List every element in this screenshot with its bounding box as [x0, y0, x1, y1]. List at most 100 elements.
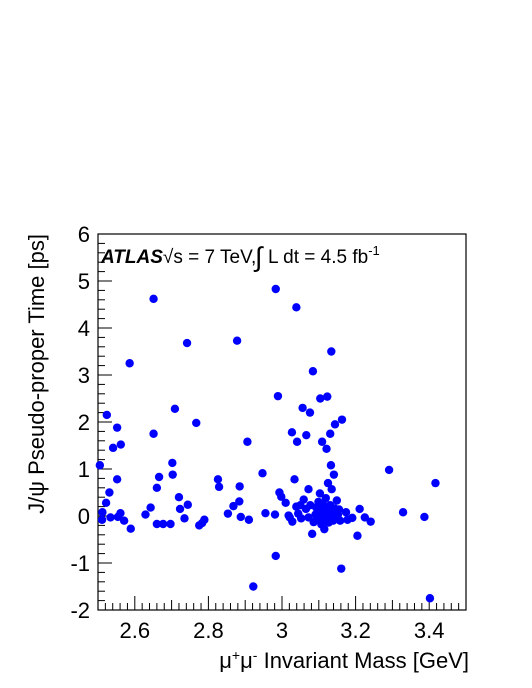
data-point [348, 513, 357, 523]
data-point [105, 488, 114, 497]
data-point [146, 503, 155, 512]
data-point [258, 469, 267, 478]
lumi-prefix: L dt = 4.5 fb [268, 247, 368, 268]
y-tick-label: 6 [78, 222, 90, 247]
experiment-label: ATLAS [100, 247, 163, 268]
data-point [281, 498, 290, 508]
data-point [355, 504, 364, 514]
data-point [102, 410, 112, 420]
data-point [307, 529, 317, 539]
data-point [292, 437, 302, 446]
data-point [337, 415, 347, 424]
data-point [271, 551, 280, 561]
data-point [304, 485, 313, 494]
data-point [170, 404, 180, 414]
data-point [125, 359, 134, 368]
data-point [182, 338, 192, 348]
data-point [149, 429, 158, 438]
data-point [95, 461, 105, 470]
data-point [108, 443, 118, 453]
data-point [329, 470, 339, 479]
data-point [243, 437, 252, 446]
data-point [232, 336, 242, 345]
luminosity-label: L dt = 4.5 fb-1 [268, 243, 380, 268]
data-point [244, 515, 254, 524]
data-point [277, 492, 286, 501]
data-point [321, 493, 330, 503]
data-point [287, 428, 297, 437]
data-point [168, 458, 177, 468]
data-point [249, 582, 258, 591]
data-point [327, 347, 336, 356]
y-axis-title: J/ψ Pseudo-proper Time [ps] [24, 234, 49, 514]
data-point [261, 508, 270, 518]
data-point [326, 461, 336, 470]
data-point [141, 510, 150, 519]
data-point [425, 594, 435, 603]
data-point [326, 429, 335, 438]
data-point [420, 512, 429, 522]
y-axis-tick-labels: -2 -1 0 1 2 3 4 5 6 [70, 222, 90, 623]
data-point [330, 420, 340, 429]
data-point [296, 514, 306, 523]
data-point [302, 430, 311, 440]
data-point [332, 496, 342, 505]
data-point [398, 508, 408, 517]
data-point [214, 482, 224, 492]
data-point [284, 511, 293, 520]
data-point [168, 470, 177, 479]
data-point [158, 519, 168, 529]
data-point [327, 485, 336, 494]
data-point [235, 497, 244, 506]
data-point [322, 444, 331, 453]
x-axis-tick-labels: 2.6 2.8 3 3.2 3.4 [120, 618, 445, 643]
data-points [95, 284, 440, 603]
data-point [174, 493, 184, 502]
data-point [323, 478, 333, 488]
data-point [149, 294, 158, 304]
data-point [317, 437, 327, 446]
data-point [323, 392, 332, 401]
data-point [229, 501, 238, 511]
data-point [337, 564, 346, 573]
integral-sign: ∫ [253, 242, 264, 272]
annotation: ATLAS√s = 7 TeV, [100, 247, 256, 268]
data-point [320, 524, 329, 534]
data-point [223, 509, 233, 518]
data-point [112, 475, 122, 484]
data-point [98, 508, 107, 517]
data-point [305, 408, 315, 417]
y-axis-ticks [98, 233, 112, 611]
data-point [316, 394, 325, 403]
data-point [271, 284, 280, 294]
data-point [183, 500, 192, 509]
data-point [101, 498, 111, 508]
data-point [298, 403, 307, 413]
data-point [431, 478, 440, 488]
y-tick-label: -2 [70, 598, 90, 623]
y-tick-label: 4 [78, 316, 90, 341]
x-axis-title: μ+μ- Invariant Mass [GeV] [219, 647, 469, 673]
y-tick-label: -1 [70, 551, 90, 576]
y-tick-label: 0 [78, 504, 90, 529]
data-point [112, 423, 122, 432]
data-point [360, 513, 369, 522]
data-point [235, 482, 244, 491]
x-tick-label: 2.8 [193, 618, 224, 643]
lumi-exponent: -1 [368, 243, 380, 258]
data-point [236, 512, 245, 522]
plot-frame [97, 233, 467, 611]
data-point [353, 531, 362, 540]
y-tick-label: 5 [78, 269, 90, 294]
data-point [152, 483, 162, 492]
data-point [273, 391, 283, 401]
y-tick-label: 1 [78, 457, 90, 482]
x-axis-ticks [97, 596, 467, 610]
data-point [213, 475, 223, 484]
data-point [200, 515, 209, 524]
data-point [175, 504, 185, 514]
data-point [270, 510, 280, 519]
data-point [152, 519, 162, 529]
data-point [154, 472, 164, 482]
